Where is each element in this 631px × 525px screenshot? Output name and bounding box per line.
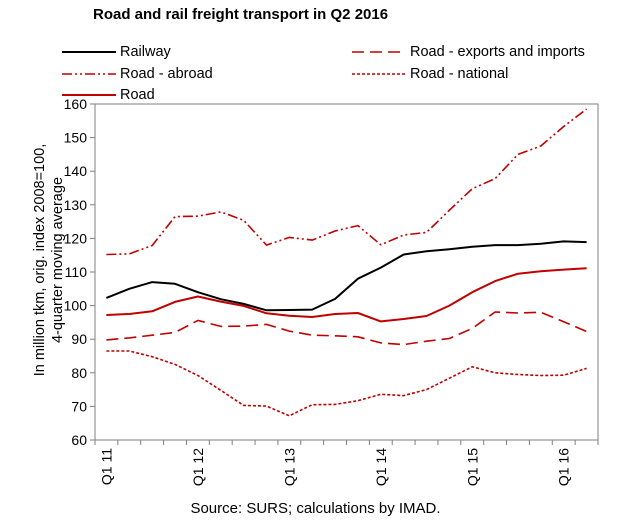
legend-label-railway: Railway: [120, 44, 171, 60]
series-line-railway: [106, 240, 587, 312]
legend-swatch-railway: [62, 51, 116, 53]
chart-plot-area: 60 70 80 90 100 110 120 130 140 150 160 Q1 11 Q1 12 Q…: [64, 96, 599, 486]
legend-item-railway: Railway: [62, 44, 171, 60]
series-line-road-exports-and-imports: [106, 311, 587, 346]
legend-item-road: Road: [62, 87, 155, 103]
y-tick-label: 70: [71, 398, 87, 414]
source-note: Source: SURS; calculations by IMAD.: [190, 500, 441, 517]
legend-label-road-national: Road - national: [410, 66, 509, 82]
series-line-road: [106, 267, 587, 323]
plot-frame: [94, 103, 599, 441]
legend-item-road-exports: Road - exports and imports: [352, 44, 585, 60]
y-tick-label: 60: [71, 432, 87, 448]
series-line-road-abroad: [106, 108, 588, 256]
y-tick-label: 130: [64, 197, 88, 213]
x-tick-label: Q1 12: [190, 448, 206, 486]
y-tick-label: 110: [65, 264, 88, 280]
y-tick-label: 150: [64, 130, 88, 146]
x-tick-label: Q1 13: [281, 448, 297, 486]
legend-swatch-road-abroad: [62, 73, 116, 75]
y-tick-label: 100: [64, 298, 88, 314]
x-tick-label: Q1 15: [464, 448, 480, 486]
y-tick-label: 90: [71, 331, 87, 347]
x-tick-label: Q1 16: [556, 448, 572, 486]
y-tick-label: 160: [64, 96, 88, 112]
legend-swatch-road-exports: [352, 51, 406, 53]
legend-swatch-road: [62, 94, 116, 96]
legend-item-road-national: Road - national: [352, 66, 508, 82]
legend-label-road-abroad: Road - abroad: [120, 66, 213, 82]
legend-label-road: Road: [120, 87, 155, 103]
x-tick-label: Q1 14: [373, 448, 389, 486]
y-tick-label: 120: [64, 230, 88, 246]
y-tick-label: 140: [64, 163, 88, 179]
legend-swatch-road-national: [352, 73, 406, 75]
chart-title: Road and rail freight transport in Q2 20…: [93, 6, 389, 23]
y-tick-label: 80: [71, 365, 87, 381]
legend-label-road-exports: Road - exports and imports: [410, 44, 585, 60]
legend-item-road-abroad: Road - abroad: [62, 66, 213, 82]
x-tick-label: Q1 11: [98, 448, 114, 485]
series-line-road-national: [106, 350, 587, 417]
